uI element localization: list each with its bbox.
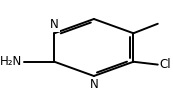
Text: N: N: [89, 78, 98, 91]
Text: H₂N: H₂N: [0, 55, 22, 68]
Text: N: N: [50, 18, 59, 31]
Text: Cl: Cl: [159, 58, 171, 71]
